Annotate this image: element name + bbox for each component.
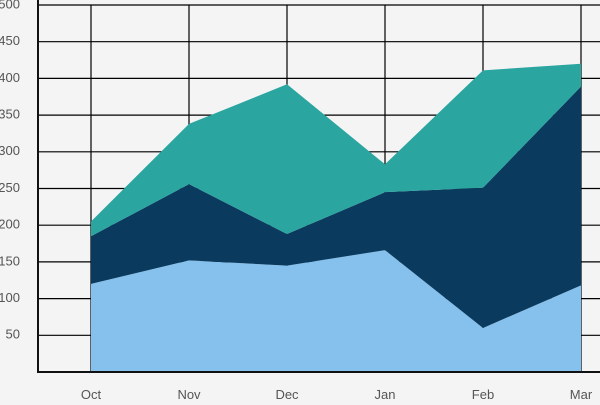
y-tick-label: 250 [0, 180, 20, 195]
y-tick-label: 400 [0, 70, 20, 85]
y-tick-label: 150 [0, 253, 20, 268]
area-series-2 [91, 86, 581, 328]
area-series-group [91, 63, 581, 372]
x-tick-label: Dec [275, 387, 299, 400]
x-tick-label: Feb [472, 387, 494, 400]
area-series-1 [91, 250, 581, 372]
y-tick-label: 100 [0, 290, 20, 305]
y-tick-label: 500 [0, 0, 20, 11]
axes [37, 0, 600, 373]
x-tick-label: Mar [570, 387, 593, 400]
area-series-3 [91, 63, 581, 237]
y-tick-label: 200 [0, 217, 20, 232]
x-tick-label: Jan [375, 387, 396, 400]
y-tick-label: 300 [0, 143, 20, 158]
y-tick-label: 450 [0, 33, 20, 48]
y-tick-label: 50 [6, 327, 20, 342]
x-tick-label: Oct [81, 387, 102, 400]
y-tick-label: 350 [0, 107, 20, 122]
x-tick-label: Nov [177, 387, 201, 400]
